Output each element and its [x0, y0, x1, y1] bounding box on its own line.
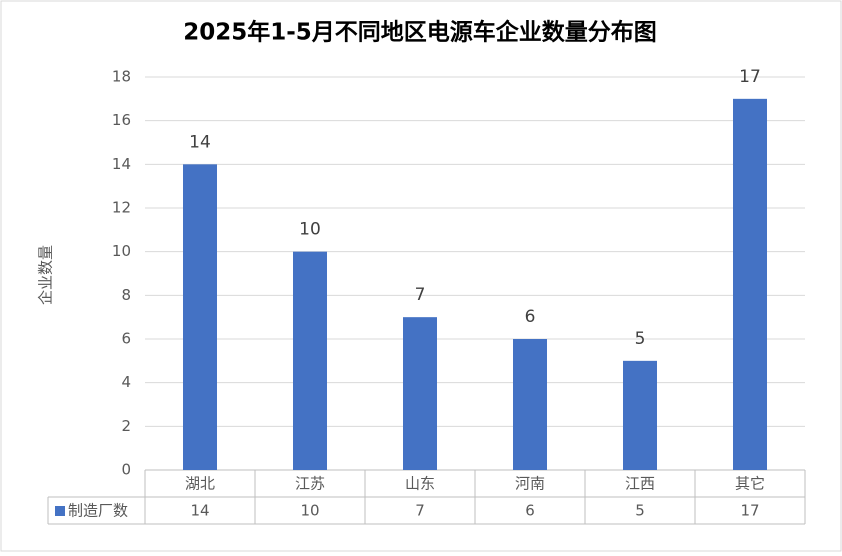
chart-title: 2025年1-5月不同地区电源车企业数量分布图: [183, 19, 657, 46]
x-tick-label: 湖北: [185, 475, 215, 493]
y-tick-label: 6: [121, 330, 131, 348]
table-cell: 14: [190, 502, 209, 520]
x-tick-label: 江苏: [295, 475, 325, 493]
y-tick-label: 10: [112, 242, 131, 260]
y-tick-label: 4: [121, 373, 131, 391]
y-axis-label: 企业数量: [37, 245, 55, 305]
y-tick-label: 8: [121, 286, 131, 304]
bar: [623, 360, 657, 470]
y-tick-label: 2: [121, 417, 131, 435]
data-label: 14: [189, 132, 211, 152]
data-label: 7: [415, 285, 426, 305]
y-tick-label: 14: [112, 155, 131, 173]
y-tick-label: 0: [121, 461, 131, 479]
table-cell: 6: [525, 502, 535, 520]
bar: [733, 98, 767, 470]
x-tick-label: 河南: [515, 475, 545, 493]
x-tick-label: 江西: [625, 475, 655, 493]
bar: [403, 317, 437, 470]
legend-label: 制造厂数: [68, 502, 128, 520]
data-label: 6: [525, 307, 536, 327]
y-tick-label: 18: [112, 68, 131, 86]
bar: [183, 164, 217, 471]
data-label: 10: [299, 220, 321, 240]
table-cell: 17: [740, 502, 759, 520]
x-tick-label: 其它: [735, 475, 765, 493]
legend-swatch: [55, 506, 65, 516]
bar: [293, 251, 327, 470]
data-label: 5: [635, 329, 646, 349]
bar: [513, 339, 547, 470]
x-tick-label: 山东: [405, 475, 435, 493]
data-label: 17: [739, 67, 761, 87]
table-cell: 10: [300, 502, 319, 520]
table-cell: 7: [415, 502, 425, 520]
table-cell: 5: [635, 502, 645, 520]
y-tick-label: 16: [112, 111, 131, 129]
y-tick-label: 12: [112, 199, 131, 217]
